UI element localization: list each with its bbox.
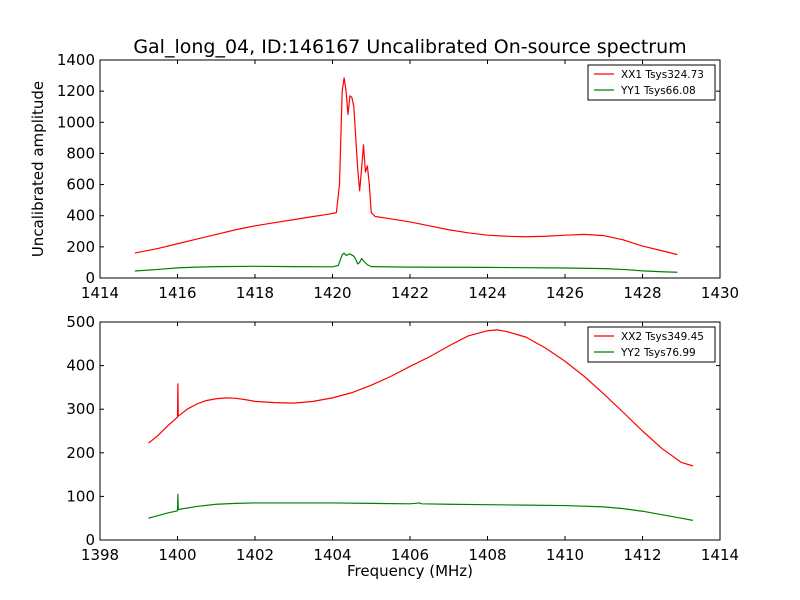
bottom-x-axis-label: Frequency (MHz) [347,562,473,580]
top-x-tick-label: 1426 [546,284,584,302]
bottom-y-tick-label: 200 [66,444,95,462]
top-y-tick-label: 1200 [57,82,95,100]
top-x-tick-label: 1430 [701,284,739,302]
bottom-legend: XX2 Tsys349.45 YY2 Tsys76.99 [587,326,716,363]
top-series-line-xx1 [134,77,678,256]
bottom-x-tick-label: 1400 [158,546,196,564]
bottom-spectrum-plot: 1398 1400 1402 1404 1406 1408 1410 1412 1414 0 100… [66,313,739,580]
top-axes-frame [99,59,721,279]
bottom-x-tick-label: 1404 [313,546,351,564]
bottom-x-tick-label: 1410 [546,546,584,564]
bottom-x-tick-label: 1406 [391,546,429,564]
top-spectrum-plot: Uncalibrated amplitude 1414 1416 1418 1420 1… [29,51,739,302]
top-legend-label-yy1: YY1 Tsys66.08 [620,85,696,97]
bottom-axes-frame [99,321,721,541]
bottom-tick-labels: 1398 1400 1402 1404 1406 1408 1410 1412 1414 0 100… [66,313,739,564]
top-y-tick-label: 0 [85,269,95,287]
top-legend: XX1 Tsys324.73 YY1 Tsys66.08 [587,64,716,101]
top-x-tick-label: 1420 [313,284,351,302]
bottom-legend-box [587,326,716,363]
top-legend-label-xx1: XX1 Tsys324.73 [621,69,704,81]
top-y-tick-label: 1400 [57,51,95,69]
bottom-series-line-yy2 [148,493,693,521]
bottom-y-tick-label: 500 [66,313,95,331]
bottom-x-tick-label: 1414 [701,546,739,564]
bottom-x-tick-label: 1408 [468,546,506,564]
bottom-series-lines [148,329,694,521]
top-y-tick-label: 1000 [57,113,95,131]
bottom-x-tick-label: 1398 [81,546,119,564]
top-x-tick-label: 1428 [623,284,661,302]
top-series-lines [134,77,678,273]
top-tick-labels: 1414 1416 1418 1420 1422 1424 1426 1428 1430 0 200… [57,51,739,302]
bottom-legend-label-xx2: XX2 Tsys349.45 [621,331,704,343]
bottom-legend-label-yy2: YY2 Tsys76.99 [620,347,696,359]
top-x-tick-label: 1424 [468,284,506,302]
bottom-y-tick-label: 400 [66,357,95,375]
top-x-tick-label: 1414 [81,284,119,302]
bottom-y-tick-label: 100 [66,487,95,505]
top-y-tick-label: 600 [66,176,95,194]
bottom-series-line-xx2 [148,329,694,467]
top-y-tick-label: 200 [66,238,95,256]
top-x-tick-label: 1418 [236,284,274,302]
figure-title: Gal_long_04, ID:146167 Uncalibrated On-s… [133,36,686,58]
top-x-tick-label: 1422 [391,284,429,302]
top-y-tick-label: 400 [66,207,95,225]
bottom-y-tick-label: 0 [85,531,95,549]
top-legend-box [587,64,716,101]
top-y-axis-label: Uncalibrated amplitude [29,81,47,257]
top-x-tick-label: 1416 [158,284,196,302]
bottom-x-tick-label: 1402 [236,546,274,564]
top-series-line-yy1 [134,252,678,273]
top-y-tick-label: 800 [66,144,95,162]
bottom-x-tick-label: 1412 [623,546,661,564]
bottom-y-tick-label: 300 [66,400,95,418]
